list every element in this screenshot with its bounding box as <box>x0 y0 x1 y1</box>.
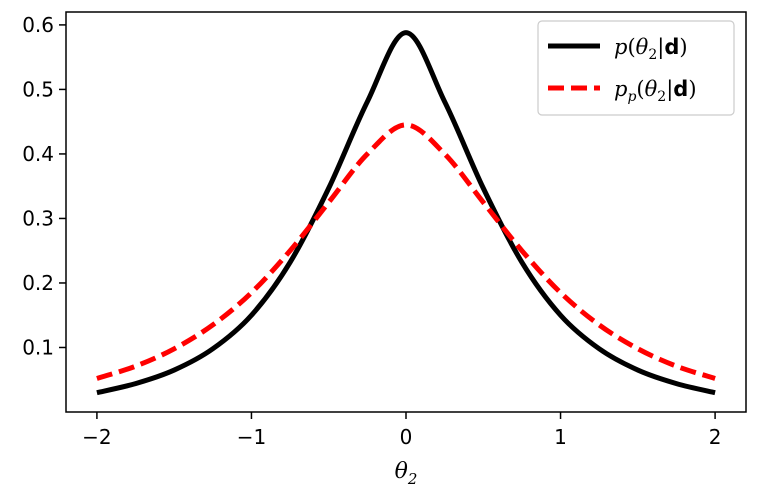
y-tick-label: 0.1 <box>22 335 54 359</box>
y-tick-label: 0.4 <box>22 142 54 166</box>
legend: p(θ2|d) pp(θ2|d) <box>537 20 735 116</box>
y-tick-label: 0.5 <box>22 77 54 101</box>
x-tick-label: 0 <box>400 425 413 449</box>
x-axis: −2 −1 0 1 2 <box>82 412 721 449</box>
y-tick-label: 0.6 <box>22 13 54 37</box>
legend-label-pp: pp(θ2|d) <box>614 77 697 105</box>
x-tick-label: 1 <box>554 425 567 449</box>
y-tick-label: 0.3 <box>22 206 54 230</box>
series-line-0 <box>96 30 716 396</box>
series-line-1 <box>96 122 716 381</box>
x-tick-label: 2 <box>709 425 722 449</box>
x-tick-label: −2 <box>82 425 111 449</box>
x-axis-label: θ2 <box>395 459 418 488</box>
y-axis: 0.1 0.2 0.3 0.4 0.5 0.6 <box>22 13 66 359</box>
series-layer <box>96 30 716 396</box>
x-tick-label: −1 <box>237 425 266 449</box>
y-tick-label: 0.2 <box>22 271 54 295</box>
